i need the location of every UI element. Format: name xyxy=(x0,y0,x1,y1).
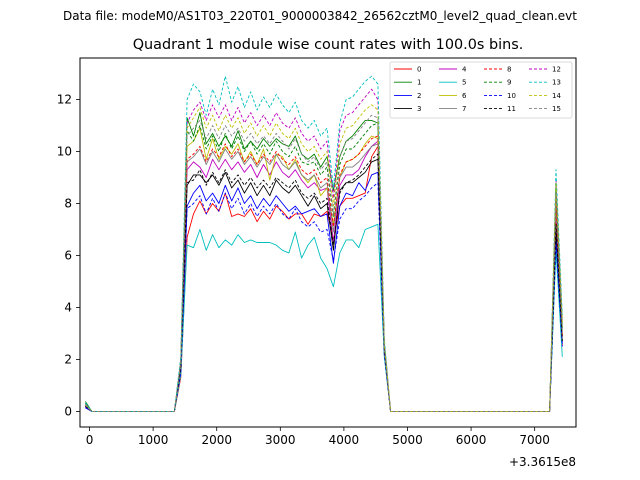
series-line-7 xyxy=(85,143,563,412)
y-axis: 0 2 4 6 8 10 12 xyxy=(57,93,80,418)
series-line-5 xyxy=(85,223,563,412)
legend-label-14: 14 xyxy=(552,92,561,100)
chart-title: Quadrant 1 module wise count rates with … xyxy=(133,37,524,53)
legend-label-11: 11 xyxy=(507,105,516,113)
legend-label-9: 9 xyxy=(507,79,511,87)
legend-label-4: 4 xyxy=(462,66,467,74)
series-line-8 xyxy=(85,135,563,412)
x-tick-label: 4000 xyxy=(329,433,360,447)
axes-frame xyxy=(79,57,577,428)
series-line-11 xyxy=(85,153,563,412)
series-line-3 xyxy=(85,158,563,412)
series-line-4 xyxy=(85,140,563,412)
x-axis-offset-label: +3.3615e8 xyxy=(509,455,576,469)
series-line-14 xyxy=(85,104,563,412)
legend-label-6: 6 xyxy=(462,92,467,100)
y-tick-label: 12 xyxy=(57,93,72,107)
series-line-6 xyxy=(85,127,563,412)
series-line-12 xyxy=(85,88,563,412)
series-line-2 xyxy=(85,171,563,412)
x-tick-label: 6000 xyxy=(456,433,487,447)
legend-label-12: 12 xyxy=(552,66,561,74)
series-line-15 xyxy=(85,114,563,412)
x-tick-label: 5000 xyxy=(392,433,423,447)
y-tick-label: 4 xyxy=(64,300,72,314)
legend-label-5: 5 xyxy=(462,79,466,87)
plot-area xyxy=(79,57,577,428)
figure-suptitle: Data file: modeM0/AS1T03_220T01_90000038… xyxy=(63,9,577,23)
series-layer xyxy=(85,75,563,412)
y-tick-label: 0 xyxy=(64,404,72,418)
legend-label-1: 1 xyxy=(417,79,421,87)
y-tick-label: 8 xyxy=(64,197,72,211)
legend-label-13: 13 xyxy=(552,79,561,87)
legend-label-3: 3 xyxy=(417,105,421,113)
x-tick-label: 2000 xyxy=(201,433,232,447)
y-tick-label: 10 xyxy=(57,145,72,159)
x-tick-label: 7000 xyxy=(519,433,550,447)
series-line-0 xyxy=(85,145,563,412)
legend-label-2: 2 xyxy=(417,92,421,100)
y-tick-label: 2 xyxy=(64,352,72,366)
series-line-9 xyxy=(85,122,563,412)
x-axis: 0 1000 2000 3000 4000 5000 6000 7000 xyxy=(86,427,550,447)
legend-label-15: 15 xyxy=(552,105,561,113)
legend-label-10: 10 xyxy=(507,92,516,100)
series-line-1 xyxy=(85,112,563,412)
series-line-10 xyxy=(85,182,563,412)
legend-box xyxy=(389,61,573,119)
x-tick-label: 3000 xyxy=(265,433,296,447)
legend-label-7: 7 xyxy=(462,105,466,113)
x-tick-label: 0 xyxy=(86,433,94,447)
legend-label-0: 0 xyxy=(417,66,421,74)
x-tick-label: 1000 xyxy=(138,433,169,447)
legend-label-8: 8 xyxy=(507,66,511,74)
y-tick-label: 6 xyxy=(64,248,72,262)
series-line-13 xyxy=(85,75,563,412)
